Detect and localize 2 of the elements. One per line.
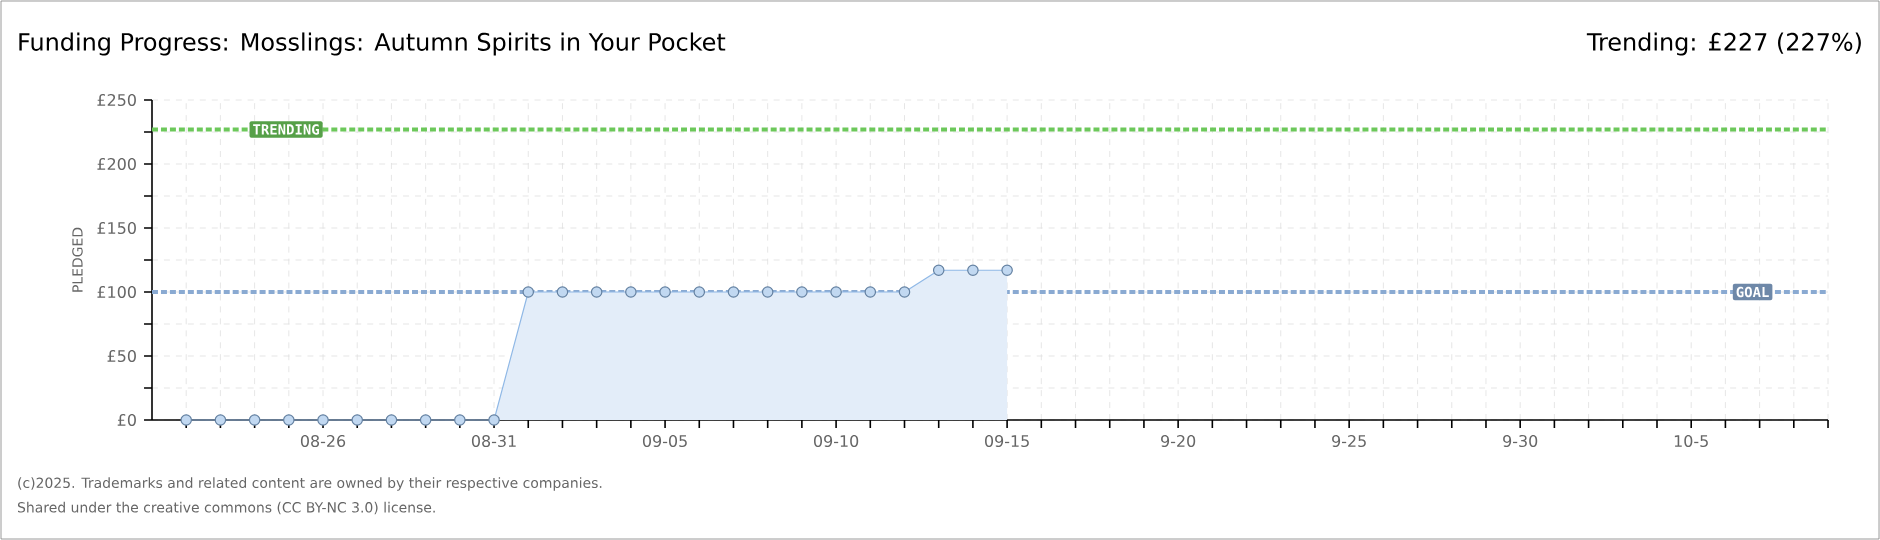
chart-subtitle: Trending: £227 (227%) bbox=[1586, 32, 1861, 56]
chart-title: Funding Progress: Mosslings: Autumn Spirits in Your Pocket bbox=[19, 32, 726, 56]
